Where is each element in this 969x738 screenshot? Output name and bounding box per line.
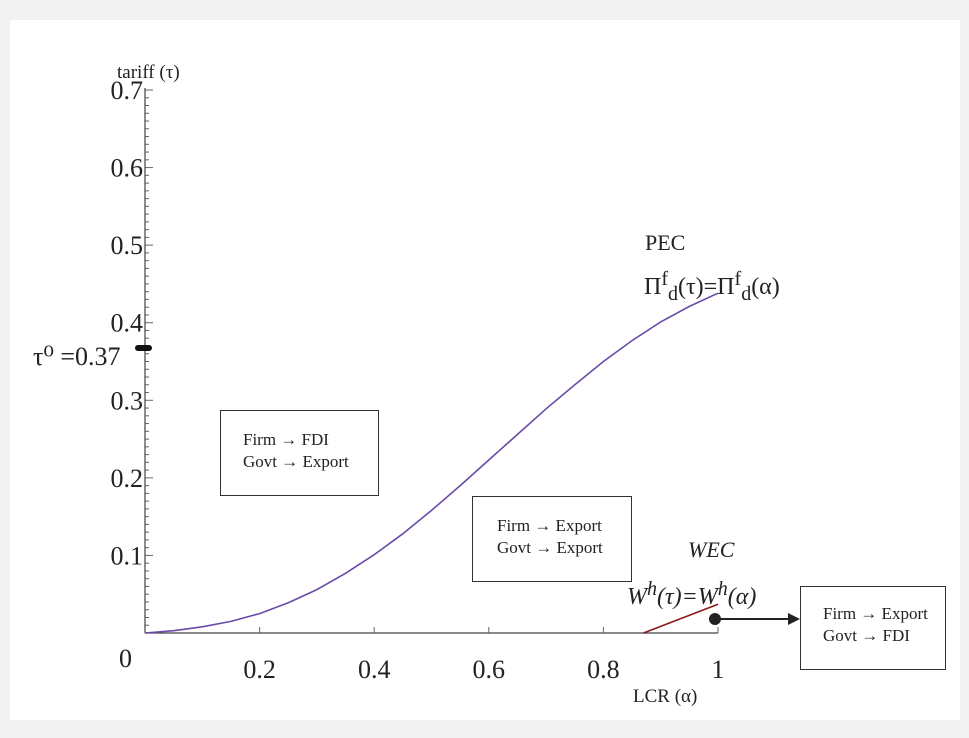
x-axis-label: LCR (α)	[633, 686, 697, 707]
box-line-1: Firm → FDI	[243, 430, 329, 449]
box-line-1: Firm → Export	[823, 604, 928, 623]
wec-label: WEC	[688, 537, 735, 562]
box-line-2: Govt → Export	[243, 452, 349, 471]
series-line-wec	[643, 603, 719, 634]
y-minor-ticks	[145, 89, 153, 634]
y-axis-label: tariff (τ)	[117, 62, 180, 83]
series-layer	[144, 292, 719, 634]
origin-label: 0	[119, 644, 132, 673]
x-tick-label: 0.6	[473, 655, 506, 684]
y-tick-label: 0.2	[111, 464, 144, 493]
wec-formula: Wh(τ)=Wh(α)	[627, 578, 757, 610]
tau0-label: τ⁰ =0.37	[33, 342, 121, 371]
pec-label: PEC	[645, 230, 685, 255]
y-tick-label: 0.3	[111, 386, 144, 415]
x-tick-label: 0.4	[358, 655, 391, 684]
box-line-2: Govt → Export	[497, 538, 603, 557]
y-ticks: 0.1 0.2 0.3 0.4 0.5 0.6 0.7	[111, 76, 144, 570]
x-ticks: 0.2 0.4 0.6 0.8 1	[243, 627, 725, 684]
box-line-2: Govt → FDI	[823, 626, 910, 645]
y-tick-label: 0.6	[111, 154, 144, 183]
x-tick-label: 1	[712, 655, 725, 684]
x-tick-label: 0.8	[587, 655, 620, 684]
wec-arrowhead	[788, 613, 800, 625]
y-tick-label: 0.1	[111, 541, 144, 570]
firm-export-govt-export-box: Firm → Export Govt → Export	[472, 496, 632, 582]
series-line-pec	[144, 292, 719, 634]
x-tick-label: 0.2	[243, 655, 276, 684]
y-tick-label: 0.7	[111, 76, 144, 105]
box-line-1: Firm → Export	[497, 516, 602, 535]
firm-export-govt-fdi-box: Firm → Export Govt → FDI	[800, 586, 946, 670]
pec-formula: Πfd(τ)=Πfd(α)	[644, 268, 780, 305]
y-tick-label: 0.4	[111, 309, 144, 338]
firm-fdi-govt-export-box: Firm → FDI Govt → Export	[220, 410, 379, 496]
y-tick-label: 0.5	[111, 231, 144, 260]
